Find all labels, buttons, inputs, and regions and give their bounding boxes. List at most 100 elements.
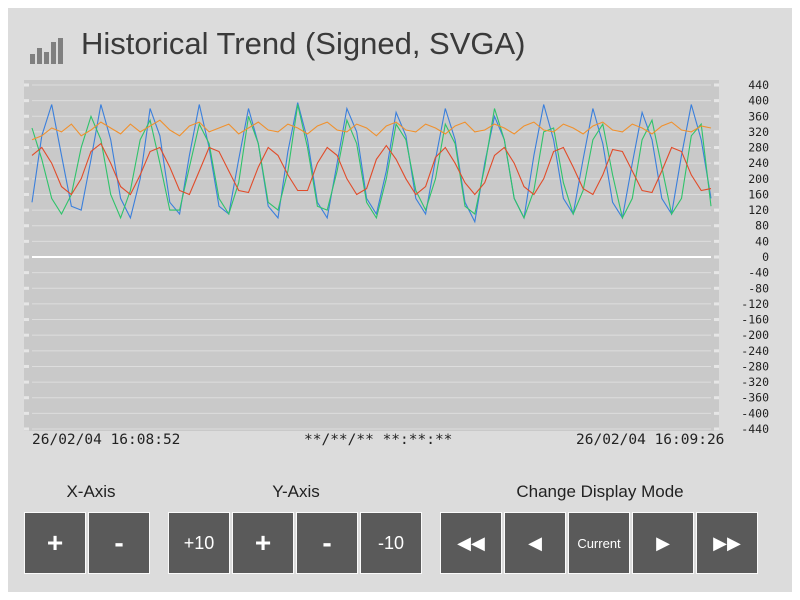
plus-icon: + (254, 527, 272, 558)
tick-mark (24, 177, 29, 181)
rewind-icon: ◀ (528, 532, 542, 553)
y-tick-label: -160 (741, 313, 769, 327)
bar-chart-icon (30, 36, 66, 64)
tick-mark (24, 224, 29, 228)
forward-button[interactable]: ▶ (632, 512, 694, 574)
minus-icon: - (322, 527, 332, 558)
y-tick-label: -320 (741, 375, 769, 389)
tick-mark (714, 146, 719, 150)
y-tick-label: 40 (755, 234, 769, 248)
y-tick-label: 240 (748, 156, 769, 170)
tick-mark (714, 161, 719, 165)
y-tick-label: 320 (748, 125, 769, 139)
y-axis-label: Y-Axis (272, 482, 320, 501)
y-axis-plus-10-label: +10 (183, 532, 215, 553)
fast-forward-icon: ▶▶ (713, 532, 741, 553)
tick-mark (24, 411, 29, 415)
tick-mark (24, 286, 29, 290)
y-axis-minus-10-button[interactable]: -10 (360, 512, 422, 574)
tick-mark (714, 411, 719, 415)
y-tick-label: -80 (748, 281, 769, 295)
change-display-mode-label: Change Display Mode (516, 482, 684, 501)
trend-screen: Historical Trend (Signed, SVGA) 440 400 36… (8, 8, 792, 592)
series-lines (31, 102, 712, 224)
y-tick-label: -440 (741, 422, 769, 434)
y-tick-label: -120 (741, 297, 769, 311)
current-label: Current (577, 535, 621, 551)
tick-mark (24, 333, 29, 337)
trend-chart: 44040036032028024020016012080400-40-80-1… (24, 78, 769, 434)
y-tick-label: -200 (741, 328, 769, 342)
page-title: Historical Trend (Signed, SVGA) (81, 26, 526, 61)
tick-mark (714, 177, 719, 181)
current-button[interactable]: Current (568, 512, 630, 574)
tick-mark (24, 396, 29, 400)
tick-mark (714, 349, 719, 353)
tick-mark (714, 364, 719, 368)
x-axis-end-time: 26/02/04 16:09:26 (576, 432, 725, 448)
tick-mark (714, 255, 719, 259)
tick-mark (24, 380, 29, 384)
tick-mark (714, 114, 719, 118)
minus-icon: - (114, 527, 124, 558)
y-axis-plus-10-button[interactable]: +10 (168, 512, 230, 574)
tick-mark (714, 83, 719, 87)
y-tick-label: 400 (748, 94, 769, 108)
x-axis-label: X-Axis (66, 482, 116, 501)
tick-mark (714, 271, 719, 275)
tick-mark (714, 224, 719, 228)
tick-mark (24, 271, 29, 275)
tick-mark (24, 130, 29, 134)
tick-mark (24, 302, 29, 306)
y-tick-label: 160 (748, 187, 769, 201)
x-axis-zoom-out-button[interactable]: - (88, 512, 150, 574)
y-tick-label: 120 (748, 203, 769, 217)
y-tick-label: 280 (748, 141, 769, 155)
tick-mark (24, 255, 29, 259)
tick-mark (714, 427, 719, 431)
y-tick-label: -400 (741, 406, 769, 420)
forward-icon: ▶ (656, 532, 670, 553)
y-axis-ticks: 44040036032028024020016012080400-40-80-1… (741, 78, 769, 434)
tick-mark (24, 318, 29, 322)
y-tick-label: 360 (748, 109, 769, 123)
series-line-red (31, 142, 712, 196)
fast-forward-button[interactable]: ▶▶ (696, 512, 758, 574)
tick-mark (24, 239, 29, 243)
y-axis-zoom-out-button[interactable]: - (296, 512, 358, 574)
series-line-orange (31, 119, 712, 141)
tick-mark (24, 192, 29, 196)
y-axis-minus-10-label: -10 (377, 532, 404, 553)
series-line-blue (31, 102, 712, 224)
y-tick-label: -240 (741, 344, 769, 358)
rewind-button[interactable]: ◀ (504, 512, 566, 574)
y-tick-label: -280 (741, 359, 769, 373)
tick-mark (714, 396, 719, 400)
plot-area (24, 80, 719, 431)
y-axis-zoom-in-button[interactable]: + (232, 512, 294, 574)
tick-mark (714, 318, 719, 322)
tick-mark (714, 333, 719, 337)
x-axis-zoom-in-button[interactable]: + (24, 512, 86, 574)
tick-mark (714, 208, 719, 212)
tick-mark (24, 146, 29, 150)
tick-mark (714, 286, 719, 290)
y-tick-label: 80 (755, 219, 769, 233)
fast-rewind-icon: ◀◀ (457, 532, 485, 553)
x-axis-cursor-time: **/**/** **:**:** (304, 432, 453, 448)
tick-mark (24, 161, 29, 165)
fast-rewind-button[interactable]: ◀◀ (440, 512, 502, 574)
tick-mark (24, 114, 29, 118)
tick-mark (714, 239, 719, 243)
tick-mark (714, 380, 719, 384)
tick-mark (24, 349, 29, 353)
y-tick-label: 0 (762, 250, 769, 264)
y-tick-label: 440 (748, 78, 769, 92)
tick-mark (714, 302, 719, 306)
series-line-green (31, 104, 712, 220)
tick-mark (24, 427, 29, 431)
tick-mark (714, 99, 719, 103)
tick-mark (714, 130, 719, 134)
y-tick-label: -360 (741, 391, 769, 405)
y-tick-label: 200 (748, 172, 769, 186)
